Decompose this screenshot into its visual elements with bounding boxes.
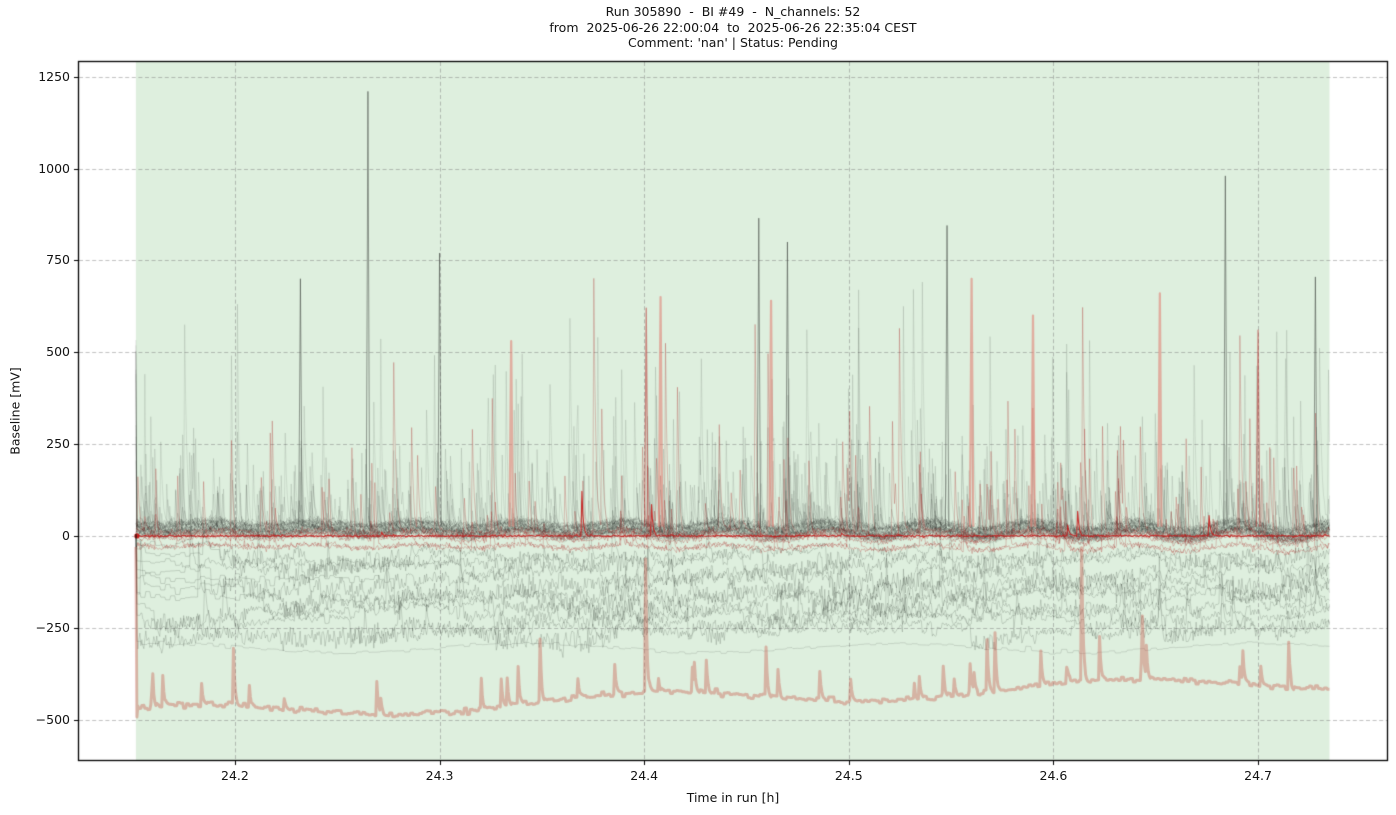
x-tick-label-24.6: 24.6 [1039, 768, 1068, 783]
y-tick-label-1250: 1250 [38, 68, 70, 84]
x-tick-label-24.7: 24.7 [1244, 768, 1272, 783]
y-tick-label-1000: 1000 [38, 160, 70, 176]
plot-title-line-3: Comment: 'nan' | Status: Pending [628, 35, 838, 50]
x-tick-label-24.3: 24.3 [425, 768, 454, 783]
x-tick-label-24.5: 24.5 [834, 768, 863, 783]
plot-title-block: Run 305890 - BI #49 - N_channels: 52 fro… [79, 4, 1387, 51]
plot-title-line-2: from 2025-06-26 22:00:04 to 2025-06-26 2… [549, 19, 917, 35]
y-tick-label-750: 750 [46, 252, 70, 268]
y-tick-label-250: 250 [46, 436, 70, 452]
y-tick-label-500: 500 [46, 344, 70, 360]
y-tick-label-0: 0 [62, 527, 70, 543]
x-tick-label-24.2: 24.2 [221, 768, 249, 783]
plot-title-line-1: Run 305890 - BI #49 - N_channels: 52 [605, 4, 861, 19]
x-axis-label: Time in run [h] [686, 790, 780, 805]
y-tick-label-−250: −250 [35, 619, 70, 635]
y-tick-label-−500: −500 [35, 711, 70, 727]
x-tick-label-24.4: 24.4 [630, 768, 659, 783]
